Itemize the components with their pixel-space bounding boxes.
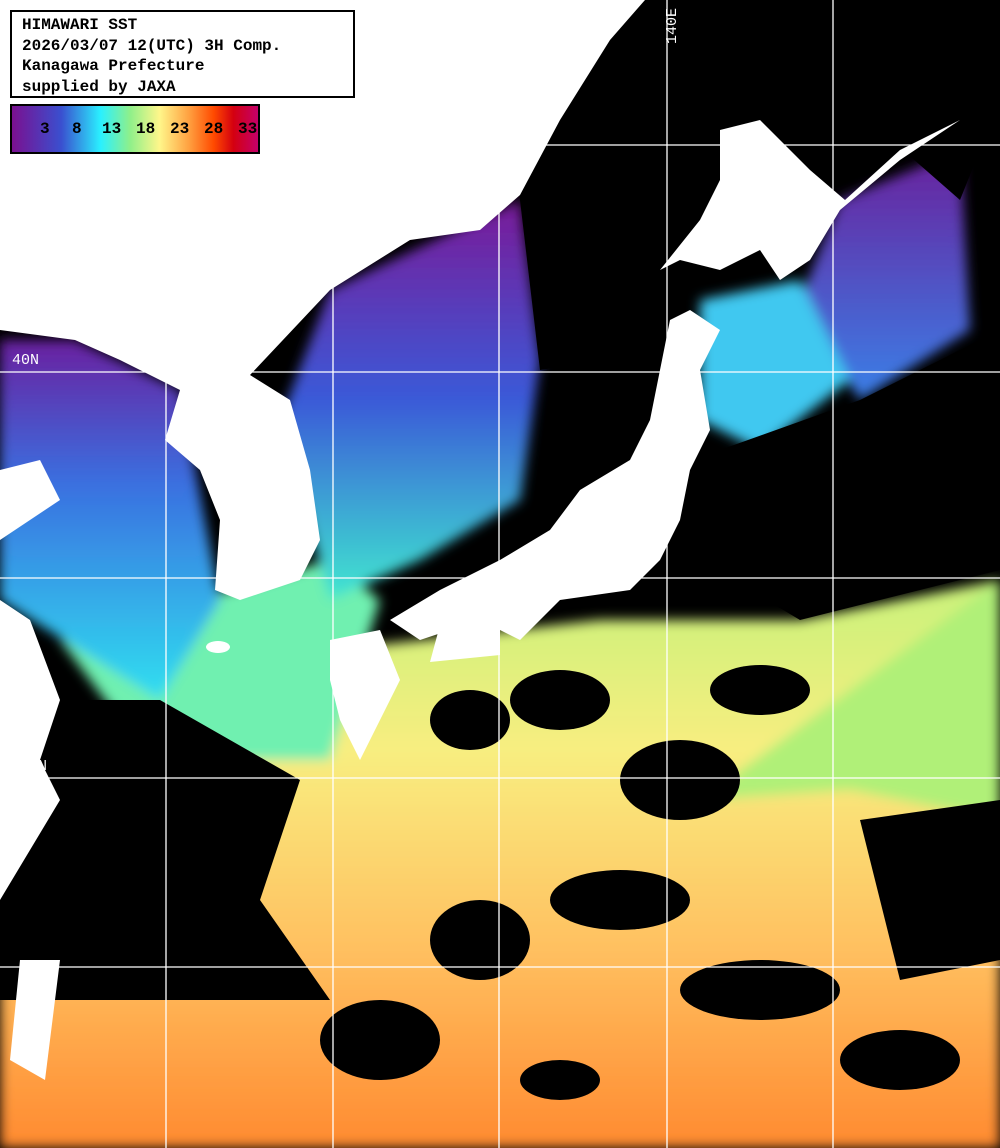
legend-tick: 13	[102, 120, 122, 138]
organization: Kanagawa Prefecture	[22, 57, 205, 75]
cloud	[430, 900, 530, 980]
cloud	[710, 665, 810, 715]
cloud	[550, 870, 690, 930]
jeju-island	[206, 641, 230, 653]
shikoku	[430, 612, 500, 662]
pacific-north-sst	[700, 280, 850, 450]
honshu	[390, 310, 720, 640]
cloud	[840, 1030, 960, 1090]
cloud	[520, 1060, 600, 1100]
taiwan	[10, 960, 60, 1080]
legend-tick: 23	[170, 120, 190, 138]
okhotsk-sst	[800, 150, 970, 400]
legend-tick: 28	[204, 120, 224, 138]
credit: supplied by JAXA	[22, 77, 176, 96]
cloud	[320, 1000, 440, 1080]
lon-label-140e: 140E	[664, 7, 681, 44]
title-box: HIMAWARI SST 2026/03/07 12(UTC) 3H Comp.…	[10, 10, 355, 98]
yellow-sea-sst	[0, 340, 220, 700]
cloud	[680, 960, 840, 1020]
cloud	[0, 700, 330, 1000]
legend-tick: 3	[40, 120, 50, 138]
cloud	[860, 800, 1000, 980]
china-coast	[0, 460, 60, 540]
title: HIMAWARI SST	[22, 16, 138, 34]
kyushu	[330, 630, 400, 760]
datetime: 2026/03/07 12(UTC) 3H Comp.	[22, 36, 282, 55]
china-coast-south	[0, 600, 60, 900]
legend-tick: 8	[72, 120, 82, 138]
sakhalin-hokkaido	[660, 120, 960, 280]
lat-label-40n: 40N	[12, 352, 40, 369]
lat-label-30n: 30N	[20, 758, 48, 775]
sea-of-japan-sst	[280, 200, 540, 600]
cloud	[510, 670, 610, 730]
clouds	[0, 0, 1000, 1100]
color-scale-legend: 3 8 13 18 23 28 33	[10, 104, 260, 154]
legend-tick: 33	[238, 120, 258, 138]
island	[398, 132, 422, 168]
cloud	[500, 0, 1000, 370]
cloud	[700, 330, 1000, 620]
cloud	[430, 690, 510, 750]
cloud	[620, 740, 740, 820]
legend-tick: 18	[136, 120, 156, 138]
kuroshio-extension-sst	[700, 580, 1000, 820]
